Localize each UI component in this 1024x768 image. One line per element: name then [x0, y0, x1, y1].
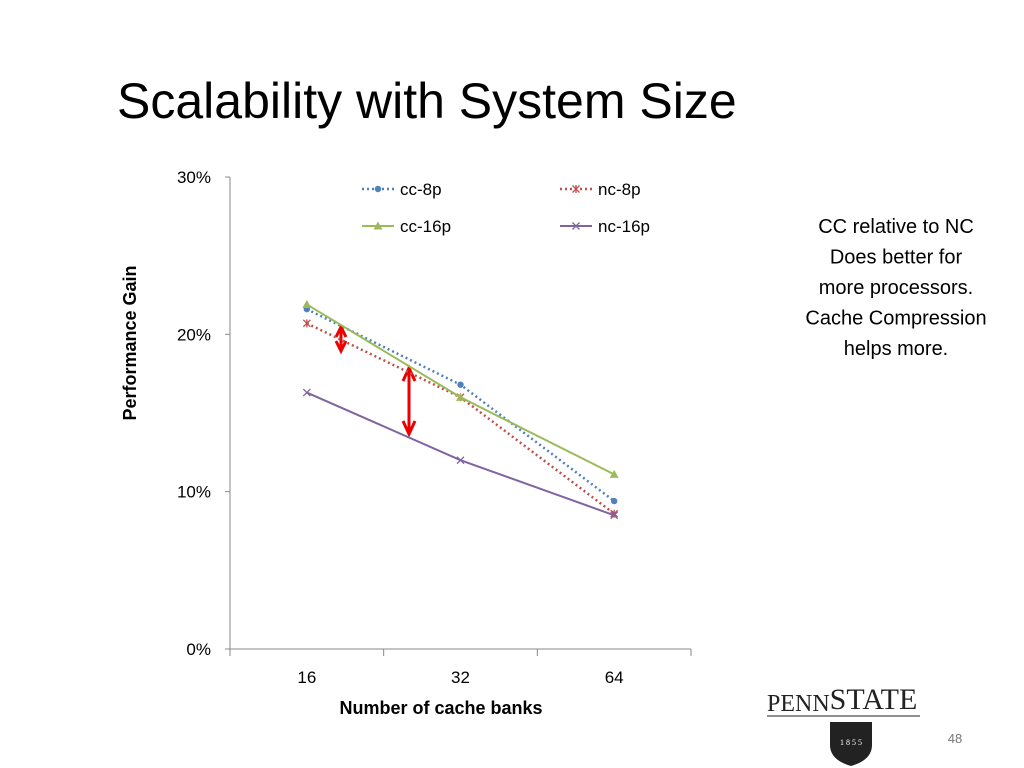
- annotation-arrows: [334, 323, 417, 438]
- legend-entry: nc-16p: [560, 217, 650, 236]
- point: [302, 388, 311, 397]
- note-line: Does better for: [830, 247, 963, 269]
- y-axis-title: Performance Gain: [120, 265, 140, 420]
- y-tick-label: 0%: [186, 640, 211, 659]
- note-line: Cache Compression: [805, 308, 986, 330]
- point: [610, 497, 618, 505]
- logo-year: 1 8 5 5: [840, 738, 862, 747]
- point: [610, 509, 619, 518]
- point: [456, 392, 465, 401]
- point: [302, 299, 312, 308]
- point: [572, 222, 580, 230]
- series: [302, 388, 619, 520]
- legend-label: nc-16p: [598, 217, 650, 236]
- legend-entry: cc-16p: [362, 217, 451, 236]
- x-tick-label: 16: [297, 668, 316, 687]
- logo-part: PENN: [767, 691, 830, 717]
- series: [302, 299, 619, 478]
- legend-entry: cc-8p: [362, 180, 442, 199]
- series-line: [306, 308, 615, 503]
- legend-label: cc-8p: [400, 180, 442, 199]
- x-axis-title: Number of cache banks: [339, 698, 542, 718]
- logo-part: STATE: [830, 683, 918, 716]
- note-line: CC relative to NC: [818, 216, 974, 238]
- page-number: 48: [948, 731, 962, 746]
- logo-shield: [830, 722, 872, 766]
- note-line: helps more.: [844, 338, 949, 360]
- logo: PENNSTATE 1 8 5 5: [767, 683, 920, 766]
- x-tick-label: 64: [605, 668, 624, 687]
- point: [572, 185, 580, 193]
- series: [303, 305, 618, 505]
- point: [610, 511, 619, 520]
- series-line: [306, 391, 615, 517]
- note: CC relative to NC Does better for more pro…: [805, 216, 986, 360]
- x-tick-label: 32: [451, 668, 470, 687]
- point: [457, 381, 464, 388]
- slide-title: Scalability with System Size: [117, 73, 737, 129]
- y-tick-label: 20%: [177, 325, 211, 344]
- point: [373, 221, 383, 230]
- y-tick-label: 30%: [177, 168, 211, 187]
- y-tick-label: 10%: [177, 483, 211, 502]
- legend-entry: nc-8p: [560, 180, 641, 199]
- note-line: more processors.: [819, 277, 974, 299]
- legend-label: cc-16p: [400, 217, 451, 236]
- series-line: [306, 303, 615, 476]
- legend-label: nc-8p: [598, 180, 641, 199]
- point: [456, 456, 465, 465]
- chart: Performance Gain Number of cache banks 0…: [120, 168, 692, 718]
- series: [302, 319, 619, 518]
- point: [302, 319, 311, 328]
- point: [374, 185, 382, 193]
- logo-name: PENNSTATE: [767, 683, 917, 717]
- series-line: [306, 322, 615, 515]
- point: [609, 469, 619, 478]
